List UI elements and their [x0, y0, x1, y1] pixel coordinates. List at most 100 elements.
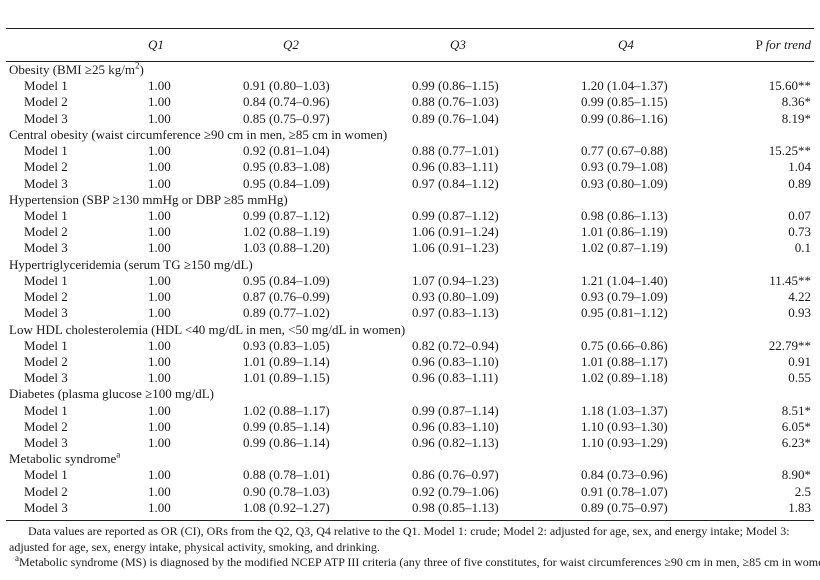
cell-q2: 0.93 (0.83–1.05)	[243, 337, 330, 353]
model-label: Model 2	[24, 94, 68, 110]
footnote-marker: a	[15, 553, 19, 563]
cell-q4: 0.93 (0.79–1.09)	[581, 289, 668, 305]
cell-q2: 1.01 (0.89–1.14)	[243, 353, 330, 369]
cell-q1: 1.00	[148, 370, 171, 386]
cell-q2: 1.02 (0.88–1.17)	[243, 402, 330, 418]
cell-q1: 1.00	[148, 435, 171, 451]
cell-q1: 1.00	[148, 175, 171, 191]
cell-p-for-trend: 11.45**	[769, 272, 811, 288]
cell-q4: 1.10 (0.93–1.29)	[581, 435, 668, 451]
cell-q1: 1.00	[148, 94, 171, 110]
cell-q1: 1.00	[148, 418, 171, 434]
model-label: Model 1	[24, 207, 68, 223]
table-row: Model 2 1.00 0.84 (0.74–0.96) 0.88 (0.76–1.…	[0, 94, 820, 110]
model-label: Model 3	[24, 305, 68, 321]
group-title-end: )	[139, 62, 144, 77]
table-bottom-rule	[6, 520, 814, 521]
table-row: Model 2 1.00 0.90 (0.78–1.03) 0.92 (0.79–1.…	[0, 484, 820, 500]
cell-q3: 1.07 (0.94–1.23)	[412, 272, 499, 288]
cell-p-for-trend: 1.83	[788, 499, 811, 515]
cell-q3: 0.88 (0.76–1.03)	[412, 94, 499, 110]
cell-q3: 0.99 (0.86–1.15)	[412, 78, 499, 94]
table-top-rule	[6, 28, 814, 29]
model-label: Model 2	[24, 483, 68, 499]
group-title: Central obesity (waist circumference ≥90…	[9, 127, 387, 143]
cell-p-for-trend: 2.5	[794, 483, 811, 499]
cell-q4: 0.99 (0.86–1.16)	[581, 110, 668, 126]
cell-q2: 1.08 (0.92–1.27)	[243, 499, 330, 515]
group-title-superscript: 2	[134, 60, 140, 71]
cell-q1: 1.00	[148, 305, 171, 321]
cell-p-for-trend: 4.22	[788, 289, 811, 305]
model-label: Model 1	[24, 467, 68, 483]
cell-q1: 1.00	[148, 337, 171, 353]
cell-q1: 1.00	[148, 143, 171, 159]
cell-q3: 0.96 (0.83–1.11)	[412, 370, 499, 386]
footnote-metabolic-syndrome: aMetabolic syndrome (MS) is diagnosed by…	[9, 553, 820, 571]
group-title-superscript: a	[116, 449, 121, 460]
table-row: Model 2 1.00 0.95 (0.83–1.08) 0.96 (0.83–1.…	[0, 159, 820, 175]
table-header-rule	[6, 61, 814, 62]
table-row: Model 3 1.00 0.95 (0.84–1.09) 0.97 (0.84–1.…	[0, 176, 820, 192]
cell-p-for-trend: 22.79**	[768, 337, 811, 353]
group-title-text: Central obesity (waist circumference ≥90…	[9, 126, 388, 142]
cell-q3: 0.99 (0.87–1.14)	[412, 402, 499, 418]
cell-q1: 1.00	[148, 353, 171, 369]
cell-q2: 0.99 (0.85–1.14)	[243, 418, 330, 434]
cell-q4: 1.01 (0.86–1.19)	[581, 224, 668, 240]
cell-p-for-trend: 8.90*	[781, 467, 811, 483]
header-q4: Q4	[618, 37, 634, 52]
cell-q3: 0.99 (0.87–1.12)	[412, 207, 499, 223]
cell-q2: 0.88 (0.78–1.01)	[243, 467, 330, 483]
cell-q1: 1.00	[148, 240, 171, 256]
model-label: Model 3	[24, 240, 68, 256]
cell-q1: 1.00	[148, 289, 171, 305]
header-p-for-trend: P for trend	[756, 37, 811, 53]
cell-q1: 1.00	[148, 467, 171, 483]
model-label: Model 3	[24, 110, 68, 126]
table-row: Model 1 1.00 0.93 (0.83–1.05) 0.82 (0.72–0.…	[0, 338, 820, 354]
model-label: Model 1	[24, 78, 68, 94]
cell-q4: 0.84 (0.73–0.96)	[581, 467, 668, 483]
cell-p-for-trend: 0.93	[788, 305, 811, 321]
group-title-text: Metabolic syndrome	[9, 451, 117, 467]
cell-q2: 0.99 (0.87–1.12)	[243, 207, 330, 223]
table-row: Model 3 1.00 1.03 (0.88–1.20) 1.06 (0.91–1.…	[0, 240, 820, 256]
group-title: Low HDL cholesterolemia (HDL <40 mg/dL i…	[9, 322, 405, 338]
table-row: Model 1 1.00 0.88 (0.78–1.01) 0.86 (0.76–0.…	[0, 467, 820, 483]
cell-q3: 0.86 (0.76–0.97)	[412, 467, 499, 483]
model-label: Model 2	[24, 224, 68, 240]
footnote-models: Data values are reported as OR (CI), ORs…	[9, 524, 790, 554]
model-label: Model 2	[24, 353, 68, 369]
cell-p-for-trend: 0.89	[788, 175, 811, 191]
model-label: Model 1	[24, 272, 68, 288]
cell-q4: 1.18 (1.03–1.37)	[581, 402, 668, 418]
table-row: Model 2 1.00 0.99 (0.85–1.14) 0.96 (0.83–1.…	[0, 419, 820, 435]
cell-q2: 0.85 (0.75–0.97)	[243, 110, 330, 126]
table-footnotes: Data values are reported as OR (CI), ORs…	[9, 524, 820, 571]
group-title-text: Hypertriglyceridemia (serum TG ≥150 mg/d…	[9, 256, 253, 272]
model-label: Model 2	[24, 289, 68, 305]
cell-q1: 1.00	[148, 159, 171, 175]
cell-q4: 0.91 (0.78–1.07)	[581, 483, 668, 499]
cell-q1: 1.00	[148, 499, 171, 515]
cell-q4: 0.75 (0.66–0.86)	[581, 337, 668, 353]
cell-q2: 1.02 (0.88–1.19)	[243, 224, 330, 240]
cell-q2: 1.03 (0.88–1.20)	[243, 240, 330, 256]
cell-p-for-trend: 0.1	[794, 240, 811, 256]
cell-q4: 1.02 (0.89–1.18)	[581, 370, 668, 386]
cell-q2: 0.95 (0.84–1.09)	[243, 175, 330, 191]
model-label: Model 1	[24, 337, 68, 353]
cell-p-for-trend: 8.36*	[781, 94, 811, 110]
cell-q4: 0.98 (0.86–1.13)	[581, 207, 668, 223]
cell-q3: 0.96 (0.83–1.10)	[412, 418, 499, 434]
group-header-row: Obesity (BMI ≥25 kg/m2)	[0, 60, 820, 78]
table-row: Model 2 1.00 1.02 (0.88–1.19) 1.06 (0.91–1.…	[0, 224, 820, 240]
table-row: Model 3 1.00 0.99 (0.86–1.14) 0.96 (0.82–1.…	[0, 435, 820, 451]
header-q1: Q1	[148, 37, 164, 52]
group-header-row: Metabolic syndromea	[0, 449, 820, 467]
cell-q2: 0.95 (0.84–1.09)	[243, 272, 330, 288]
group-header-row: Hypertriglyceridemia (serum TG ≥150 mg/d…	[0, 257, 820, 273]
group-title-text: Hypertension (SBP ≥130 mmHg or DBP ≥85 m…	[9, 191, 288, 207]
